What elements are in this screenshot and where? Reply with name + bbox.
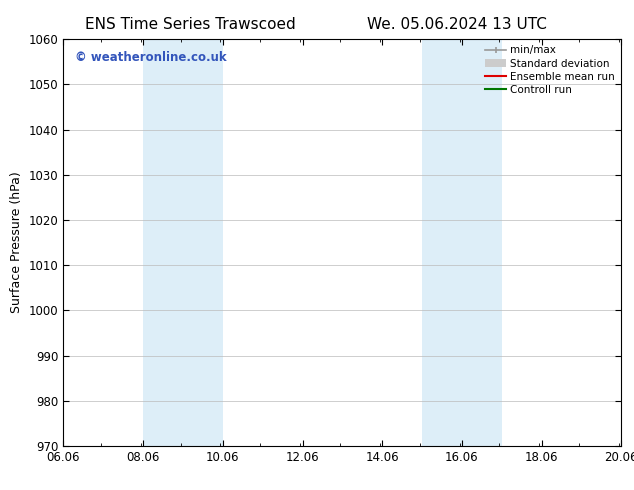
Legend: min/max, Standard deviation, Ensemble mean run, Controll run: min/max, Standard deviation, Ensemble me… [481, 41, 619, 99]
Text: ENS Time Series Trawscoed: ENS Time Series Trawscoed [85, 17, 295, 32]
Text: © weatheronline.co.uk: © weatheronline.co.uk [75, 51, 226, 64]
Bar [422, 39, 501, 446]
Y-axis label: Surface Pressure (hPa): Surface Pressure (hPa) [10, 172, 23, 314]
Bar [143, 39, 223, 446]
Text: We. 05.06.2024 13 UTC: We. 05.06.2024 13 UTC [366, 17, 547, 32]
